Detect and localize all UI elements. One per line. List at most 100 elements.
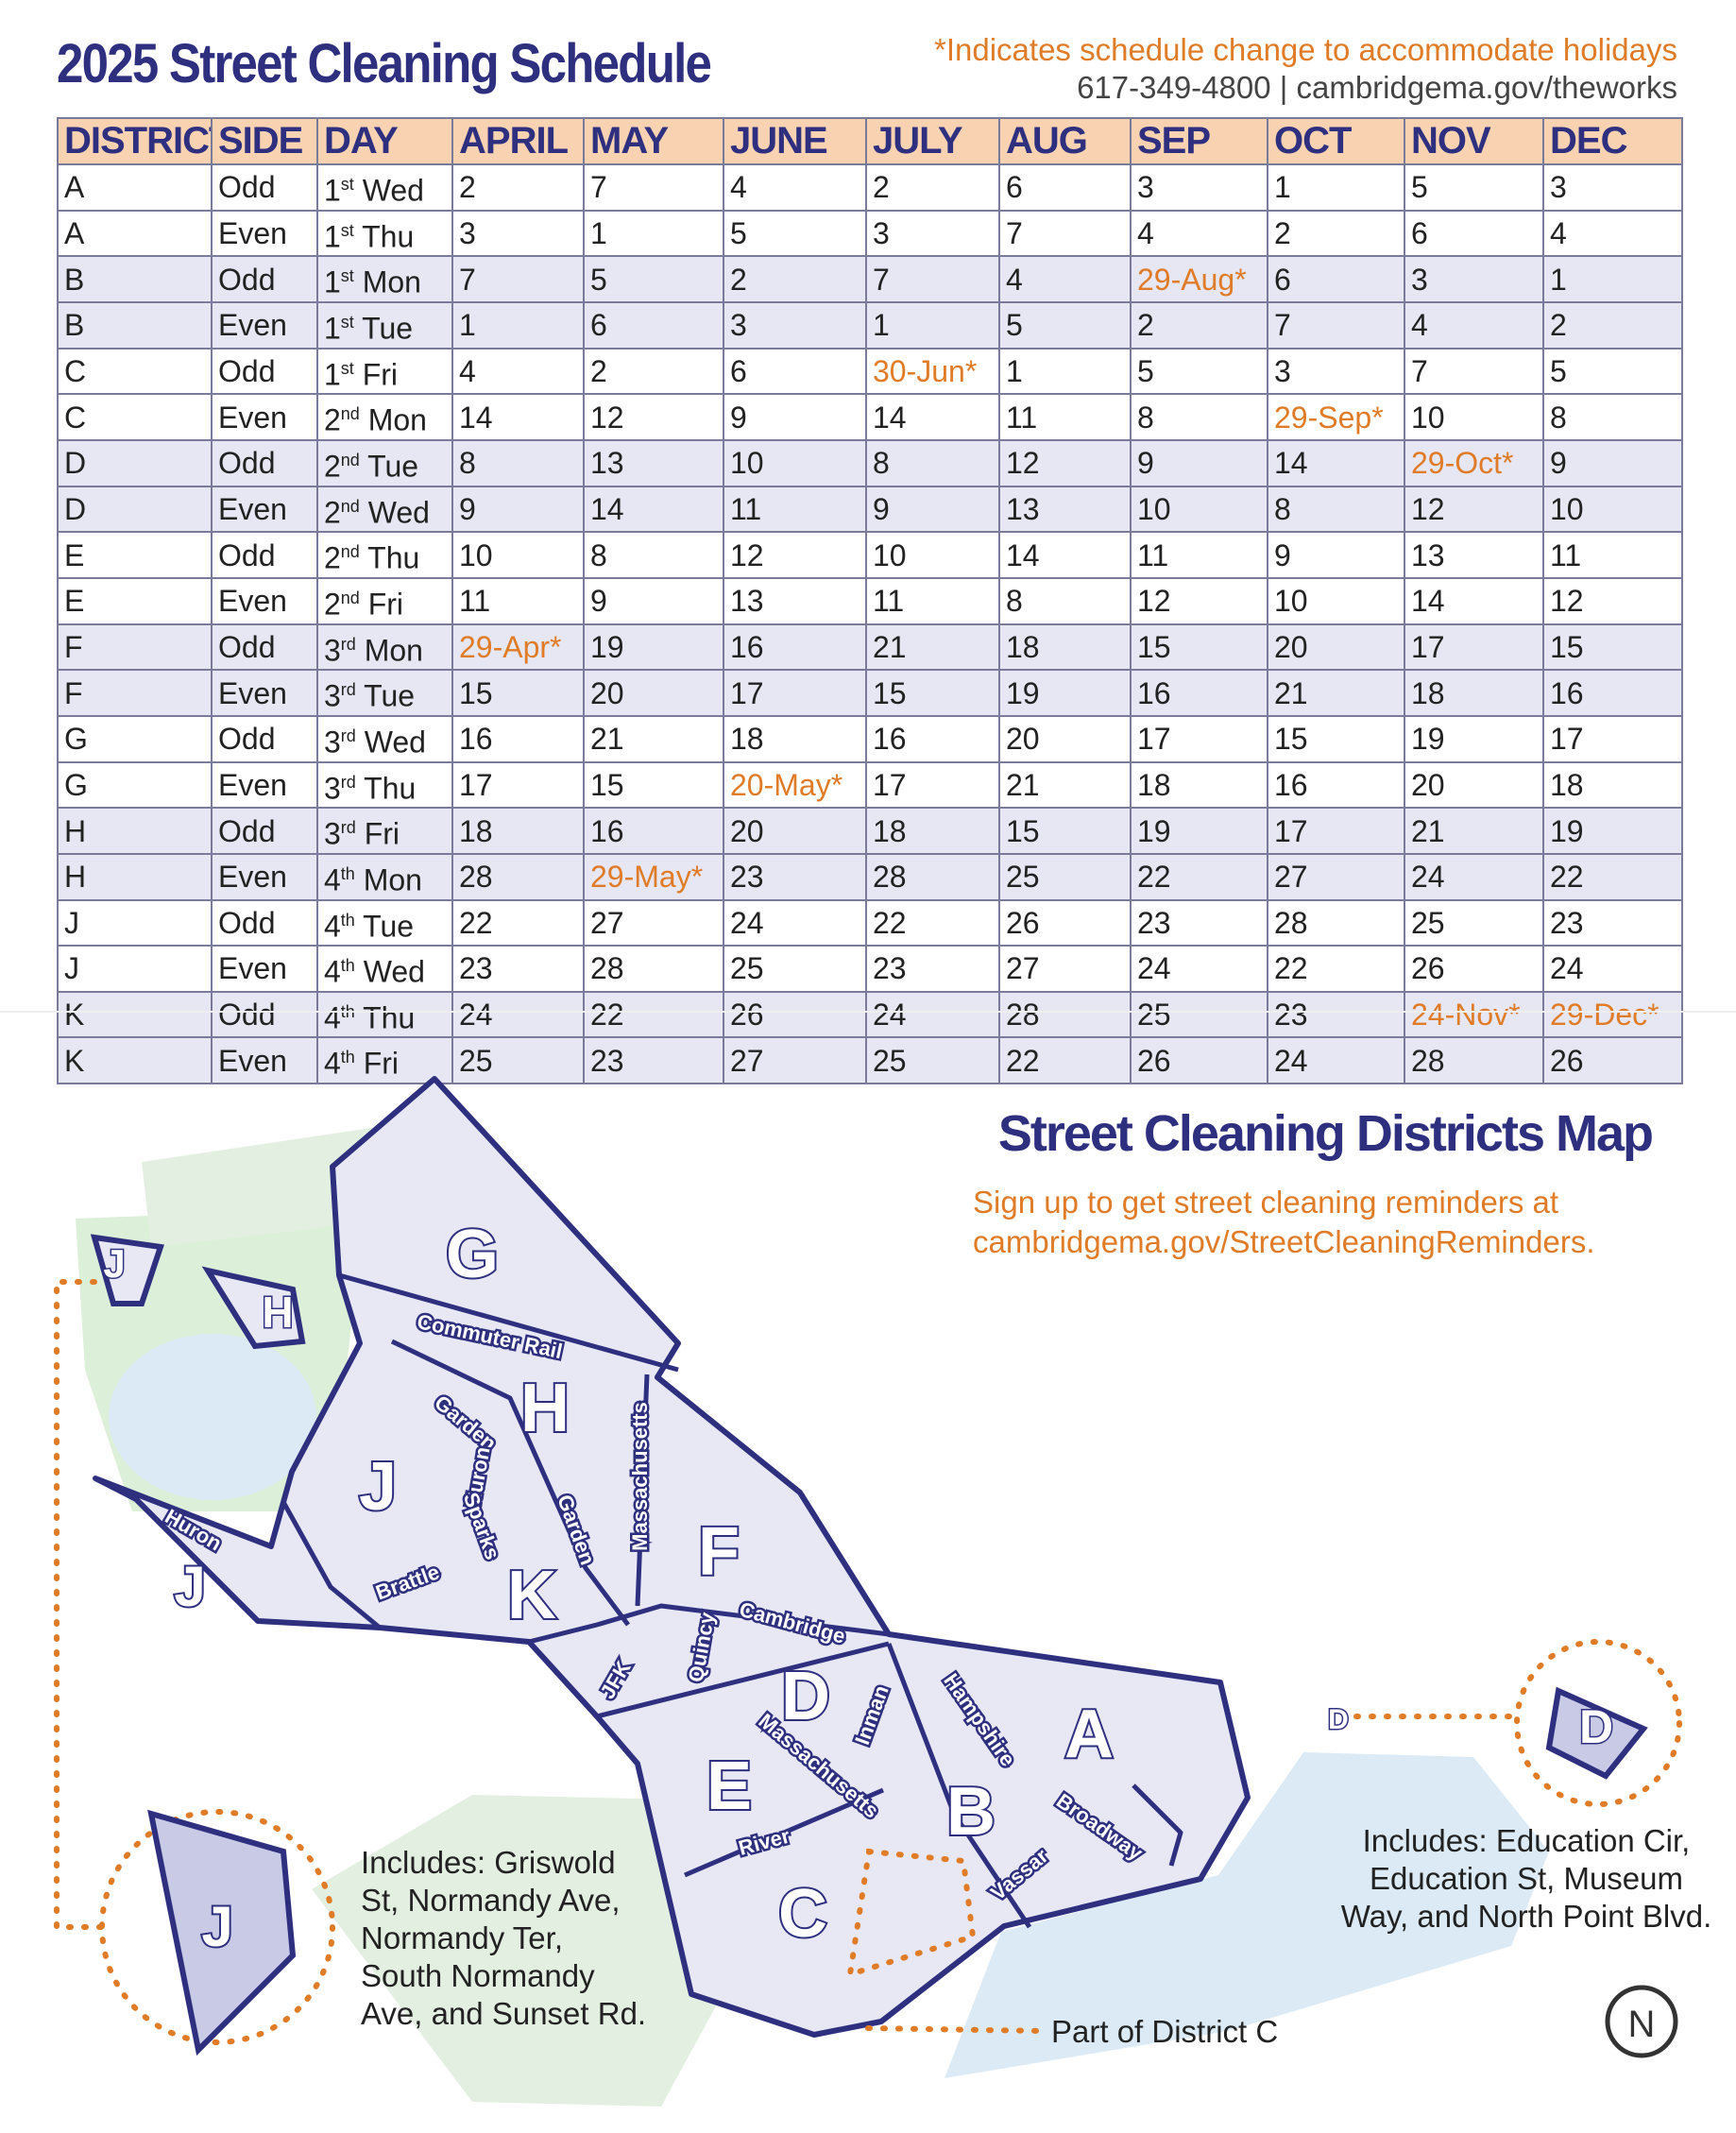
date-cell: 14 [583, 485, 724, 534]
weekday: Fri [362, 357, 399, 392]
boundary [886, 1643, 1032, 1929]
date-cell: 16 [1267, 760, 1405, 810]
date-cell: 27 [998, 945, 1132, 993]
date-cell: 15 [451, 669, 585, 717]
day-cell: 2nd Fri [316, 576, 453, 625]
row-label: Even [211, 576, 318, 625]
inset-note: St, Normandy Ave, [361, 1883, 621, 1918]
district-label: K [507, 1558, 556, 1633]
callout-line [54, 1279, 105, 1930]
date-cell: 25 [723, 945, 867, 993]
date-cell: 7 [1267, 300, 1405, 350]
date-cell: 11 [723, 485, 867, 534]
holiday-note: *Indicates schedule change to accommodat… [934, 32, 1677, 67]
inset-note: Normandy Ter, [361, 1920, 563, 1955]
day-cell: 1st Tue [316, 300, 453, 350]
date-cell: 1 [1542, 255, 1683, 303]
boundary [1132, 1783, 1183, 1867]
row-label: Odd [211, 898, 318, 947]
date-cell: 19 [1404, 714, 1544, 763]
weekday: Thu [367, 540, 420, 575]
day-cell: 4th Fri [316, 1036, 453, 1085]
district-label: H [262, 1288, 293, 1337]
district-label: F [698, 1514, 740, 1590]
date-cell: 26 [1542, 1036, 1683, 1085]
date-cell: 22 [1130, 852, 1268, 901]
date-cell: 3 [1542, 163, 1683, 212]
column-header: DEC [1542, 117, 1683, 165]
map-subtitle: cambridgema.gov/StreetCleaningReminders. [973, 1224, 1595, 1259]
date-cell: 3 [451, 209, 585, 258]
table-body: A Odd 1st Wed 2 7 4 2 6 3 1 5 3 A Even 1st Thu 3 1 5 3 7 4 2 6… [57, 163, 1683, 1085]
date-cell: 18 [1130, 760, 1268, 810]
row-label: Even [211, 393, 318, 441]
row-label: Odd [211, 990, 318, 1039]
column-header: DISTRICT [57, 117, 213, 165]
date-cell: 7 [451, 255, 585, 303]
date-cell: 4 [1404, 300, 1544, 350]
date-cell: 9 [723, 393, 867, 441]
ordinal-suffix: nd [340, 496, 360, 516]
date-cell: 15 [1542, 623, 1683, 672]
date-cell: 24 [1130, 945, 1268, 993]
date-cell: 9 [1542, 438, 1683, 487]
ordinal-suffix: th [340, 863, 355, 883]
date-cell: 24 [865, 990, 1000, 1039]
date-cell: 10 [1404, 393, 1544, 441]
date-cell: 30-Jun* [865, 347, 1000, 396]
date-cell: 25 [998, 852, 1132, 901]
date-cell: 2 [451, 163, 585, 212]
district-label: D [1328, 1704, 1349, 1735]
date-cell: 5 [998, 300, 1132, 350]
date-cell: 28 [583, 945, 724, 993]
column-header: AUG [998, 117, 1132, 165]
district-label: J [359, 1449, 397, 1525]
date-cell: 24 [1267, 1036, 1405, 1085]
table-row: F Odd 3rd Mon 29-Apr* 19 16 21 18 15 20 17 15 [57, 623, 1683, 672]
date-cell: 11 [865, 576, 1000, 625]
date-cell: 26 [998, 898, 1132, 947]
date-cell: 15 [865, 669, 1000, 717]
column-header: SIDE [211, 117, 318, 165]
ordinal: 3 [324, 725, 341, 759]
table-row: A Even 1st Thu 3 1 5 3 7 4 2 6 4 [57, 209, 1683, 258]
weekday: Thu [364, 771, 417, 806]
date-cell: 9 [1267, 531, 1405, 579]
district-label: D [1579, 1700, 1613, 1753]
day-cell: 4th Mon [316, 852, 453, 901]
column-header: SEP [1130, 117, 1268, 165]
inset-note: Way, and North Point Blvd. [1341, 1899, 1712, 1934]
day-cell: 1st Thu [316, 209, 453, 258]
ordinal: 2 [324, 540, 341, 575]
date-cell: 27 [1267, 852, 1405, 901]
compass-label: N [1628, 2004, 1656, 2045]
row-label: Even [211, 669, 318, 717]
ordinal-suffix: rd [340, 772, 356, 792]
weekday: Thu [363, 1000, 416, 1035]
row-label: Odd [211, 714, 318, 763]
pond [109, 1334, 316, 1500]
row-label: B [57, 300, 213, 350]
column-header: DAY [316, 117, 453, 165]
ordinal: 2 [324, 449, 341, 484]
weekday: Mon [363, 862, 422, 897]
date-cell: 22 [583, 990, 724, 1039]
date-cell: 27 [583, 898, 724, 947]
row-label: Even [211, 760, 318, 810]
ordinal-suffix: rd [340, 634, 356, 654]
row-label: C [57, 393, 213, 441]
weekday: Wed [367, 495, 430, 530]
date-cell: 2 [1542, 300, 1683, 350]
column-header: APRIL [451, 117, 585, 165]
date-cell: 23 [451, 945, 585, 993]
row-label: Even [211, 300, 318, 350]
date-cell: 12 [723, 531, 867, 579]
date-cell: 5 [1130, 347, 1268, 396]
day-cell: 3rd Thu [316, 760, 453, 810]
table-row: J Even 4th Wed 23 28 25 23 27 24 22 26 24 [57, 945, 1683, 993]
date-cell: 3 [865, 209, 1000, 258]
date-cell: 7 [865, 255, 1000, 303]
date-cell: 12 [1542, 576, 1683, 625]
date-cell: 23 [583, 1036, 724, 1085]
